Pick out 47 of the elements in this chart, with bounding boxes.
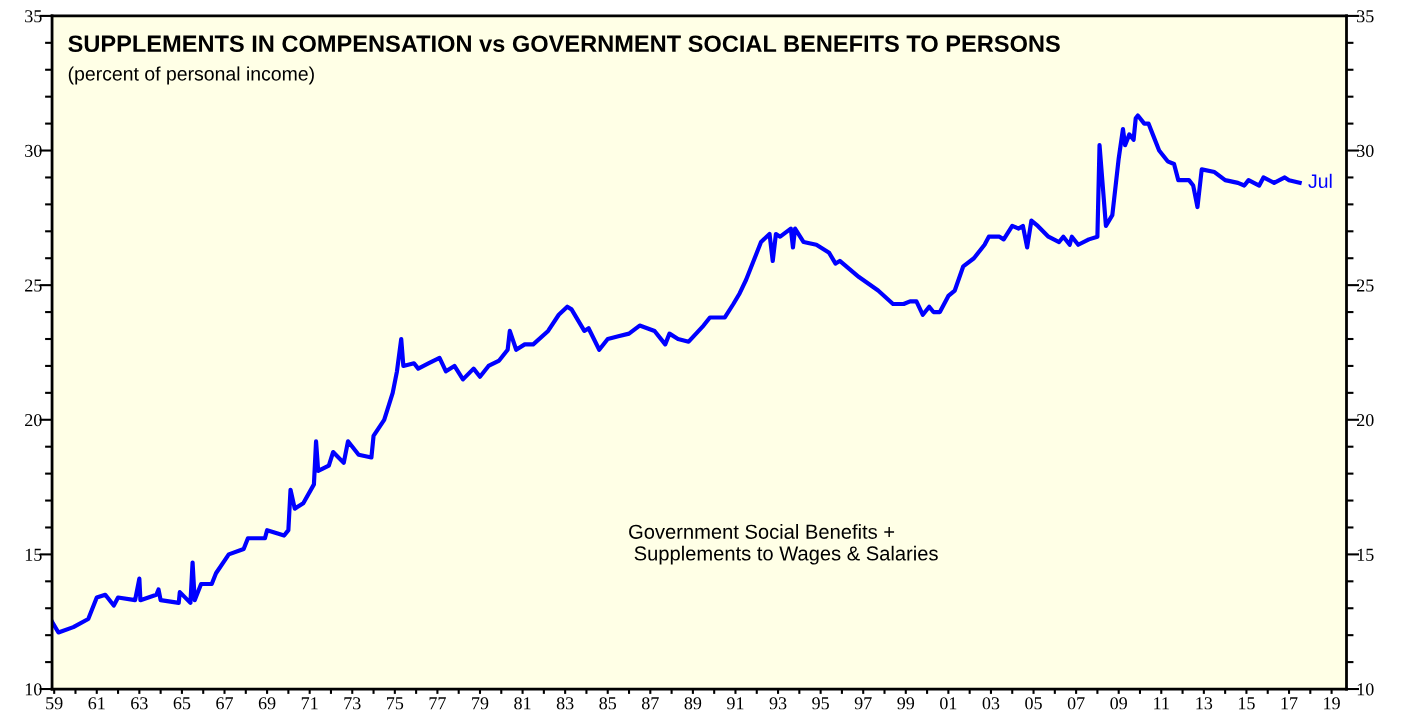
x-tick-label: 63 (131, 697, 148, 710)
x-tick-label: 11 (1154, 697, 1169, 710)
annotation: Jul (1308, 173, 1332, 189)
line-series (52, 113, 1302, 635)
x-tick-label: 95 (812, 697, 829, 710)
x-tick-label: 91 (727, 697, 744, 710)
x-tick-label: 79 (472, 697, 489, 710)
x-tick-label: 61 (88, 697, 105, 710)
x-tick-label: 01 (940, 697, 957, 710)
x-tick-label: 77 (429, 697, 446, 710)
y-tick-label: 20 (25, 414, 42, 427)
text: (percent of personal income) (68, 66, 314, 85)
x-tick-label: 87 (641, 697, 659, 710)
y-tick-label: 35 (25, 10, 42, 23)
x-tick-label: 59 (46, 697, 63, 710)
y-tick-label: 30 (25, 144, 42, 157)
x-tick-label: 97 (854, 697, 872, 710)
x-tick-label: 93 (769, 697, 787, 710)
y2-tick-label: 20 (1357, 414, 1374, 427)
x-tick-label: 89 (684, 697, 702, 710)
x-tick-label: 99 (897, 697, 915, 710)
y2-tick-label: 25 (1357, 279, 1374, 292)
y-tick-label: 25 (25, 279, 42, 292)
y2-tick-label: 35 (1357, 10, 1374, 23)
x-tick-label: 17 (1281, 697, 1298, 710)
y2-tick-label: 30 (1357, 144, 1374, 157)
x-tick-label: 03 (982, 697, 1000, 710)
x-tick-label: 05 (1025, 697, 1042, 710)
x-tick-label: 85 (599, 697, 617, 710)
x-tick-label: 73 (344, 697, 361, 710)
x-tick-label: 69 (258, 697, 276, 710)
x-tick-label: 71 (301, 697, 318, 710)
text: Government Social Benefits + Supplements to Wages & Salaries (629, 524, 938, 565)
x-tick-label: 81 (514, 697, 531, 710)
text: SUPPLEMENTS IN COMPENSATION vs GOVERNMENT SOCIAL BENEFITS TO PERSONS (68, 35, 1060, 53)
x-tick-label: 65 (173, 697, 191, 710)
x-tick-label: 83 (556, 697, 574, 710)
x-tick-label: 13 (1196, 697, 1213, 710)
y-tick-label: 15 (25, 548, 42, 561)
x-tick-label: 07 (1067, 697, 1085, 710)
x-tick-label: 09 (1110, 697, 1127, 710)
y2-tick-label: 10 (1357, 683, 1374, 696)
x-tick-label: 19 (1324, 697, 1340, 710)
x-tick-label: 67 (216, 697, 234, 710)
y2-tick-label: 15 (1357, 548, 1374, 561)
x-tick-label: 75 (386, 697, 404, 710)
x-tick-label: 15 (1239, 697, 1255, 710)
